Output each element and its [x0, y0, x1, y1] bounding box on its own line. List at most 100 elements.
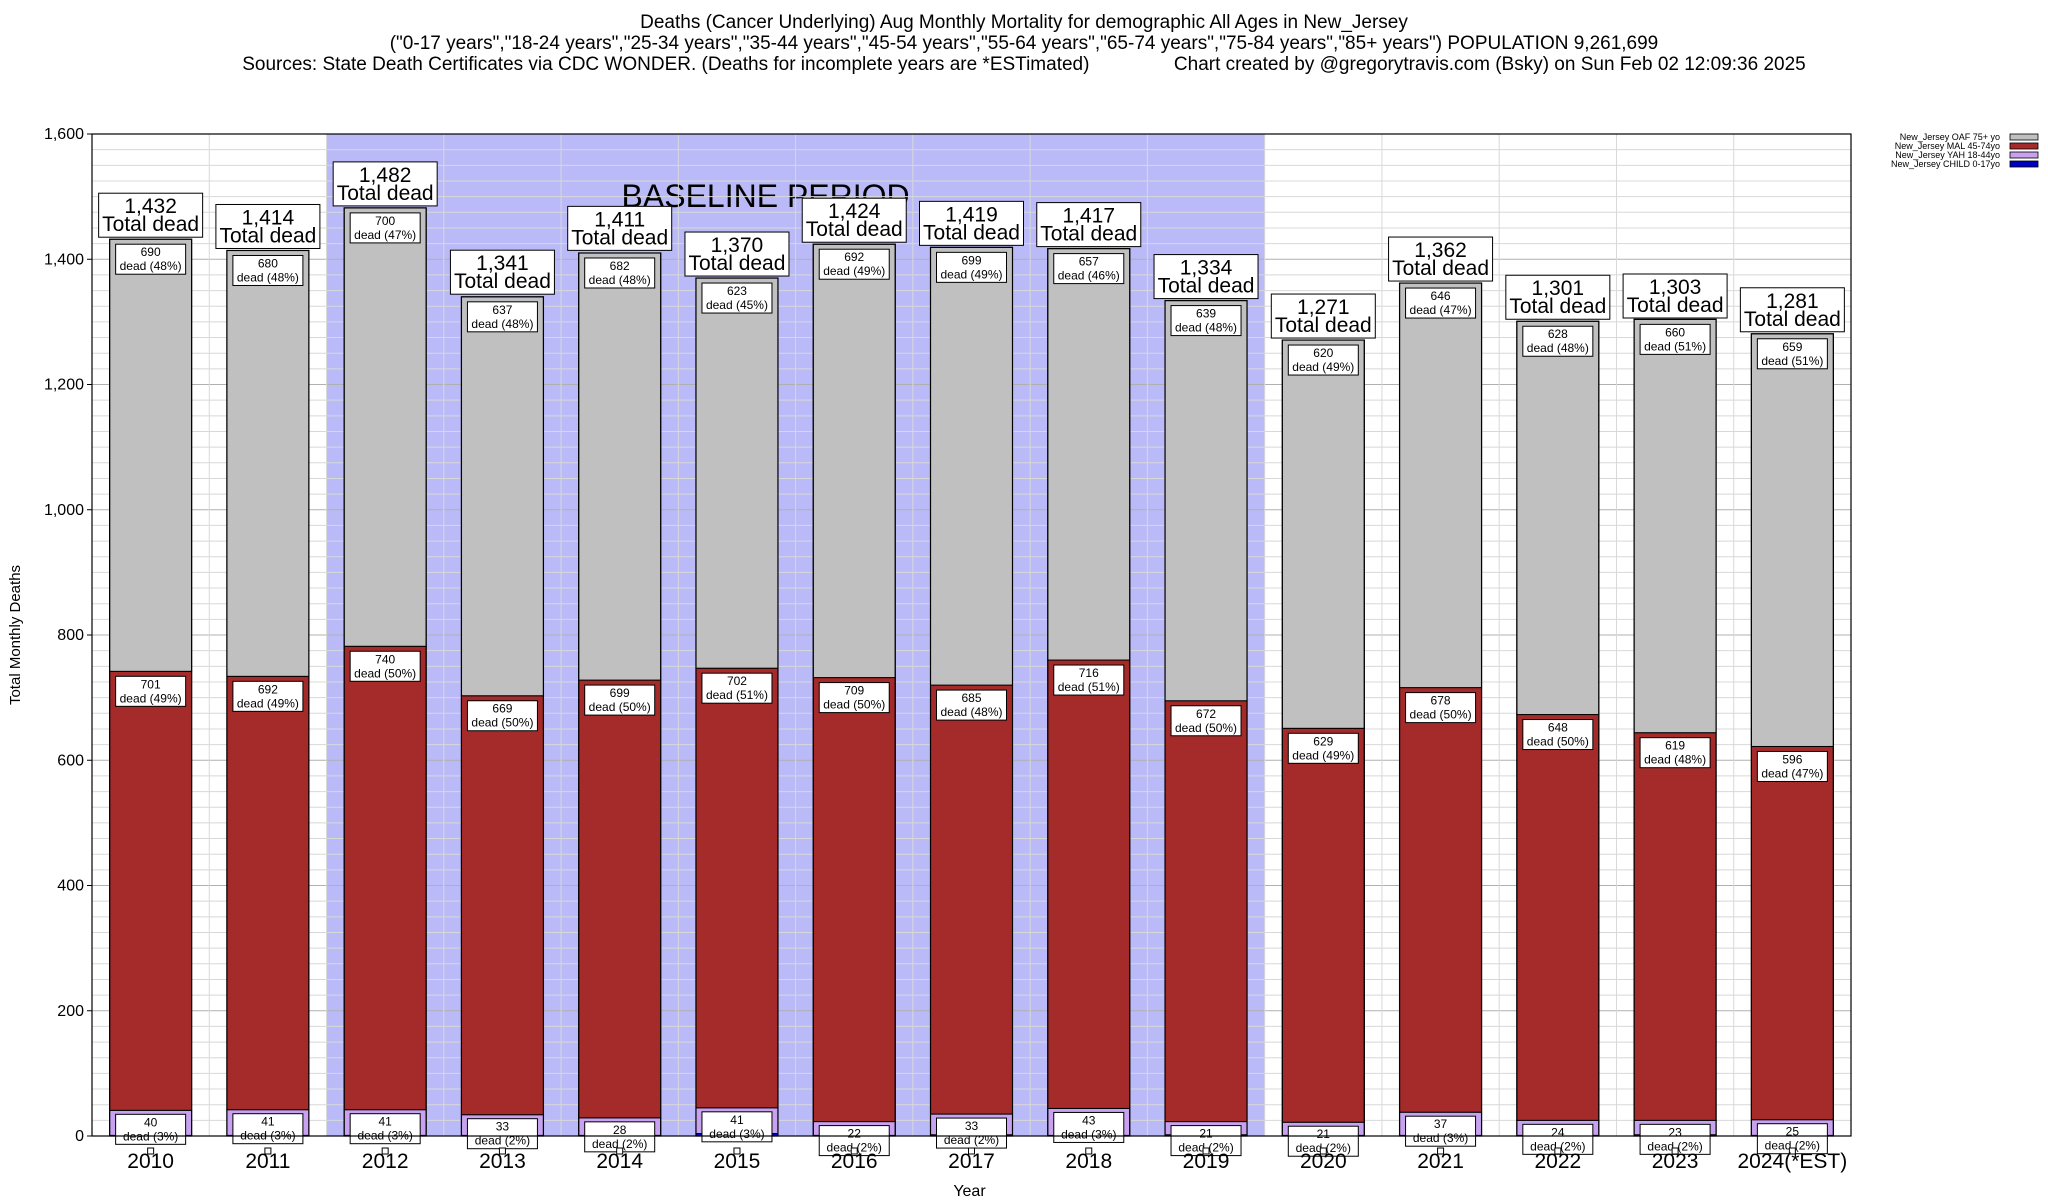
- child-marker: [850, 1147, 858, 1155]
- total-value-label: 1,301: [1532, 277, 1585, 300]
- segment-percent-label: dead (48%): [120, 259, 182, 273]
- total-label-box: [919, 200, 1024, 246]
- segment-value-label: 678: [1431, 694, 1451, 708]
- x-tick-label: 2018: [1065, 1150, 1112, 1173]
- child-marker: [1319, 1147, 1327, 1155]
- y-tick-label: 1,400: [44, 251, 84, 268]
- segment-label-box: [115, 243, 187, 275]
- x-tick-label: 2012: [362, 1150, 409, 1173]
- segment-percent-label: dead (2%): [592, 1137, 647, 1151]
- bar-segment: [1633, 318, 1717, 734]
- segment-percent-label: dead (2%): [944, 1133, 999, 1147]
- bar-segment: [226, 249, 310, 677]
- chart-title: Deaths (Cancer Underlying) Aug Monthly M…: [640, 12, 1408, 33]
- total-text-label: Total dead: [1744, 308, 1841, 331]
- segment-value-label: 21: [1199, 1127, 1213, 1141]
- child-marker: [381, 1147, 389, 1155]
- segment-label-box: [232, 1113, 304, 1145]
- total-label-box: [332, 161, 438, 207]
- segment-label-box: [701, 282, 773, 314]
- segment-label-box: [1522, 325, 1594, 357]
- total-value-label: 1,303: [1649, 276, 1702, 299]
- segment-label-box: [1053, 664, 1125, 696]
- bar-segment: [1047, 659, 1131, 1109]
- segment-percent-label: dead (47%): [1761, 766, 1823, 780]
- segment-value-label: 620: [1313, 346, 1333, 360]
- segment-percent-label: dead (47%): [1410, 303, 1472, 317]
- total-label-box: [449, 249, 555, 295]
- total-text-label: Total dead: [1275, 314, 1372, 337]
- legend-swatch: [2009, 151, 2039, 159]
- total-label-box: [1153, 254, 1259, 300]
- segment-value-label: 657: [1079, 255, 1099, 269]
- bar-segment: [460, 296, 544, 697]
- segment-value-label: 659: [1782, 340, 1802, 354]
- bar-segment: [343, 645, 427, 1111]
- bar-segment: [1633, 732, 1717, 1121]
- x-tick-label: 2022: [1534, 1150, 1581, 1173]
- segment-percent-label: dead (47%): [354, 228, 416, 242]
- total-label-box: [1270, 293, 1376, 339]
- child-marker: [1788, 1147, 1796, 1155]
- segment-percent-label: dead (49%): [823, 264, 885, 278]
- y-tick-label: 1,600: [44, 126, 84, 143]
- bar-segment: [1164, 300, 1248, 702]
- segment-percent-label: dead (2%): [1765, 1139, 1820, 1153]
- bar-stacks: [109, 207, 1834, 1137]
- total-text-label: Total dead: [1040, 223, 1137, 246]
- total-label-box: [1739, 287, 1845, 333]
- total-label-box: [98, 192, 204, 238]
- segment-value-label: 37: [1434, 1117, 1448, 1131]
- chart-sources-line: Sources: State Death Certificates via CD…: [0, 54, 2048, 75]
- y-tick-label: 600: [57, 752, 84, 769]
- segment-percent-label: dead (3%): [709, 1127, 764, 1141]
- total-value-label: 1,362: [1414, 239, 1467, 262]
- segment-label-box: [701, 1111, 773, 1143]
- segment-value-label: 21: [1317, 1127, 1331, 1141]
- total-label-box: [567, 205, 673, 251]
- segment-percent-label: dead (49%): [1292, 360, 1354, 374]
- segment-label-box: [1053, 1111, 1125, 1143]
- segment-value-label: 22: [848, 1127, 862, 1141]
- segment-label-box: [232, 680, 304, 712]
- legend-swatch: [2009, 160, 2039, 168]
- total-label-box: [684, 231, 790, 277]
- bar-segment: [812, 677, 896, 1123]
- x-tick-label: 2017: [948, 1150, 995, 1173]
- legend-swatch: [2009, 133, 2039, 141]
- segment-label-box: [466, 1118, 538, 1150]
- segment-value-label: 692: [258, 682, 278, 696]
- segment-percent-label: dead (51%): [1761, 354, 1823, 368]
- segment-percent-label: dead (50%): [1527, 735, 1589, 749]
- segment-label-box: [1053, 253, 1125, 285]
- total-label-box: [1505, 274, 1611, 320]
- y-tick-label: 1,200: [44, 377, 84, 394]
- total-text-label: Total dead: [1627, 294, 1724, 317]
- child-marker: [616, 1147, 624, 1155]
- segment-label-box: [584, 1121, 656, 1153]
- chart-subtitle: ("0-17 years","18-24 years","25-34 years…: [389, 33, 1659, 54]
- x-tick-label: 2011: [245, 1150, 290, 1173]
- segment-value-label: 28: [613, 1123, 627, 1137]
- y-tick-label: 200: [57, 1003, 84, 1020]
- segment-percent-label: dead (2%): [475, 1134, 530, 1148]
- segment-value-label: 690: [141, 245, 161, 259]
- total-text-label: Total dead: [102, 213, 199, 236]
- segment-label-box: [349, 212, 421, 244]
- segment-label-box: [936, 251, 1007, 283]
- axes: 2010 2011 2012 2013 2014 2015 2016 2017 2018 2019…: [7, 126, 1852, 1200]
- child-marker: [1554, 1147, 1562, 1155]
- bar-segment: [460, 695, 544, 1116]
- segment-value-label: 41: [730, 1113, 744, 1127]
- x-tick-label: 2016: [831, 1150, 878, 1173]
- total-text-label: Total dead: [689, 252, 786, 275]
- segment-percent-label: dead (48%): [1527, 341, 1589, 355]
- segment-percent-label: dead (3%): [1061, 1127, 1116, 1141]
- total-text-label: Total dead: [1392, 257, 1489, 280]
- total-value-label: 1,411: [594, 208, 645, 231]
- segment-percent-label: dead (49%): [237, 696, 299, 710]
- child-marker: [1085, 1147, 1093, 1155]
- segment-value-label: 702: [727, 674, 747, 688]
- legend-label: New_Jersey MAL 45-74yo: [1895, 141, 2000, 151]
- segment-percent-label: dead (45%): [706, 298, 768, 312]
